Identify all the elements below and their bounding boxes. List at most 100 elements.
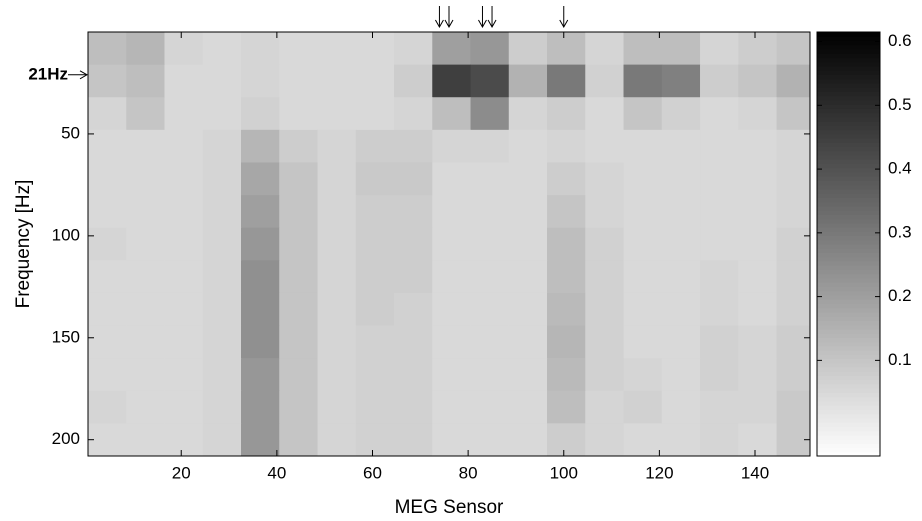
heatmap-cell [547, 260, 586, 294]
sensor-arrow-head [435, 19, 444, 29]
heatmap-cell [470, 260, 510, 294]
heatmap-cell [470, 325, 510, 359]
heatmap-cell [470, 358, 510, 392]
heatmap-cell [508, 195, 548, 229]
colorbar-step [817, 422, 880, 427]
colorbar-step [817, 74, 880, 80]
heatmap-cell [241, 64, 280, 98]
colorbar-step [817, 392, 880, 398]
heatmap-cell [547, 227, 586, 261]
heatmap-cell [547, 358, 586, 392]
heatmap-cell [126, 162, 166, 196]
colorbar-step [817, 388, 880, 393]
heatmap-cell [126, 32, 166, 66]
colorbar-step [817, 409, 880, 415]
colorbar-step [817, 337, 880, 343]
colorbar-tick-label: 0.4 [888, 159, 912, 178]
heatmap-cell [394, 64, 433, 98]
colorbar-step [817, 205, 880, 211]
colorbar-step [817, 70, 880, 75]
heatmap-cell [661, 390, 701, 424]
heatmap-cell [355, 129, 395, 163]
heatmap-cell [394, 325, 433, 359]
colorbar-step [817, 328, 880, 334]
heatmap-cell [88, 260, 127, 294]
heatmap-cell [776, 390, 811, 424]
colorbar-step [817, 193, 880, 198]
colorbar-step [817, 214, 880, 220]
colorbar-step [817, 366, 880, 372]
heatmap-cell [164, 129, 204, 163]
colorbar-step [817, 95, 880, 101]
heatmap-cell [738, 325, 778, 359]
heatmap-cell [317, 423, 357, 457]
heatmap-cell [202, 195, 242, 229]
heatmap-cell [623, 227, 663, 261]
colorbar-step [817, 252, 880, 258]
colorbar-step [817, 201, 880, 207]
heatmap-cell [700, 390, 739, 424]
heatmap-cell [355, 64, 395, 98]
heatmap-cell [623, 325, 663, 359]
heatmap-cell [547, 32, 586, 66]
sensor-arrow-head [487, 19, 497, 29]
x-tick-label: 20 [172, 463, 191, 482]
colorbar-step [817, 57, 880, 63]
colorbar-step [817, 447, 880, 453]
heatmap-cell [470, 227, 510, 261]
colorbar-step [817, 210, 880, 215]
colorbar-step [817, 371, 880, 377]
colorbar-tick-label: 0.6 [888, 31, 912, 50]
heatmap-cell [164, 260, 204, 294]
colorbar-step [817, 307, 880, 313]
colorbar-step [817, 121, 880, 126]
heatmap-cell [623, 32, 663, 66]
heatmap-cell [317, 292, 357, 327]
colorbar-step [817, 439, 880, 444]
heatmap-cell [470, 292, 510, 327]
y-tick-label: 200 [52, 429, 80, 448]
heatmap-cell [738, 97, 778, 131]
colorbar-step [817, 244, 880, 249]
heatmap-cell [623, 423, 663, 457]
heatmap-cell [432, 64, 472, 98]
colorbar-step [817, 227, 880, 232]
heatmap-cell [394, 195, 433, 229]
heatmap-cell [432, 129, 472, 163]
colorbar-step [817, 142, 880, 148]
heatmap-cell [241, 390, 280, 424]
colorbar-step [817, 311, 880, 317]
heatmap-cell [241, 325, 280, 359]
heatmap-cell [394, 260, 433, 294]
heatmap-cell [88, 97, 127, 131]
colorbar-step [817, 316, 880, 321]
colorbar-step [817, 82, 880, 88]
heatmap-cell [623, 358, 663, 392]
colorbar-tick-label: 0.5 [888, 95, 912, 114]
heatmap-cell [394, 423, 433, 457]
heatmap-cell [776, 32, 811, 66]
colorbar-step [817, 434, 880, 440]
heatmap-cell [508, 129, 548, 163]
heatmap-cell [202, 162, 242, 196]
heatmap-cell [585, 292, 625, 327]
y-tick-label: 150 [52, 327, 80, 346]
colorbar-step [817, 286, 880, 292]
heatmap-cell [394, 32, 433, 66]
colorbar-step [817, 362, 880, 368]
heatmap-cell [241, 32, 280, 66]
colorbar-step [817, 146, 880, 152]
heatmap-cell [547, 292, 586, 327]
heatmap-cell [623, 260, 663, 294]
heatmap-cell [585, 260, 625, 294]
heatmap-cell [241, 423, 280, 457]
heatmap-cell [776, 325, 811, 359]
heatmap-cell [470, 423, 510, 457]
annotation-label: 21Hz [28, 64, 68, 83]
heatmap-cell [279, 162, 319, 196]
y-axis-label: Frequency [Hz] [13, 180, 34, 309]
heatmap-cell [164, 390, 204, 424]
heatmap-cell [279, 260, 319, 294]
colorbar-step [817, 282, 880, 287]
heatmap-cell [279, 97, 319, 131]
